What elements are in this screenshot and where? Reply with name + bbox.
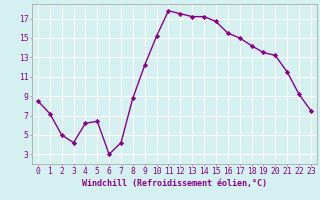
X-axis label: Windchill (Refroidissement éolien,°C): Windchill (Refroidissement éolien,°C) <box>82 179 267 188</box>
